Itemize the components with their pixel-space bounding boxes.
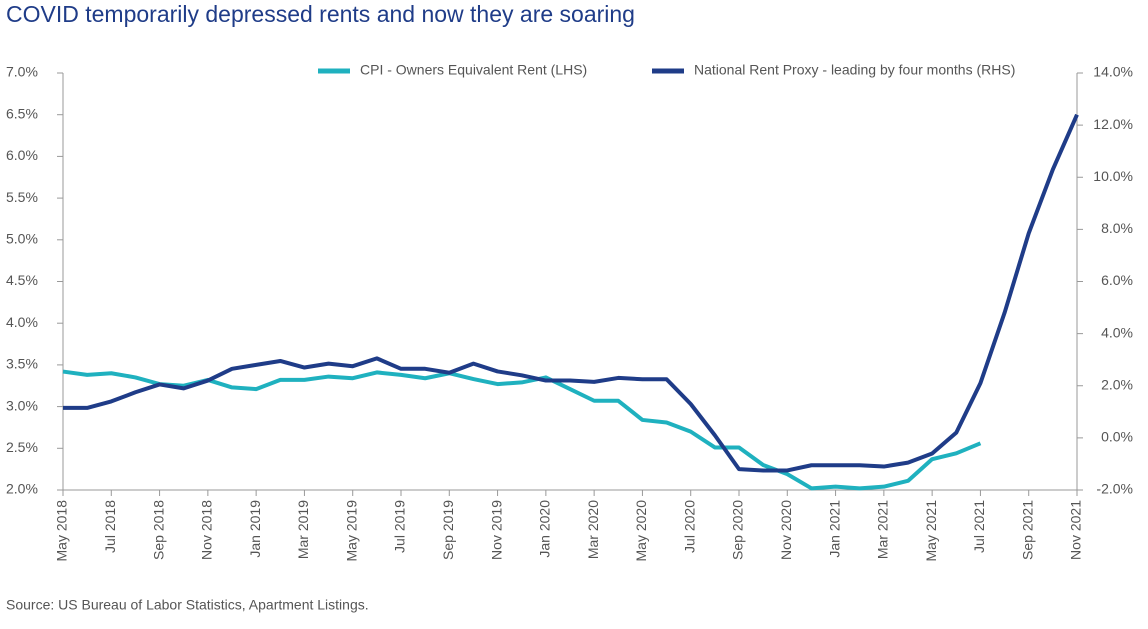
x-tick-label: Nov 2021 <box>1068 500 1084 560</box>
y-tick-label: 4.0% <box>6 314 38 330</box>
x-tick-label: Sep 2021 <box>1019 500 1035 560</box>
x-tick-label: Nov 2020 <box>778 500 794 560</box>
x-tick-label: Jul 2019 <box>392 500 408 553</box>
x-tick-label: May 2020 <box>633 500 649 562</box>
y2-tick-label: 10.0% <box>1093 168 1133 184</box>
y2-tick-label: -2.0% <box>1096 481 1133 497</box>
x-tick-label: Jan 2019 <box>247 500 263 558</box>
chart-title: COVID temporarily depressed rents and no… <box>6 1 635 27</box>
x-tick-label: Mar 2020 <box>585 500 601 559</box>
x-tick-label: Sep 2020 <box>730 500 746 560</box>
x-tick-label: Nov 2018 <box>199 500 215 560</box>
y-tick-label: 4.5% <box>6 272 38 288</box>
y-tick-label: 2.5% <box>6 439 38 455</box>
y2-tick-label: 4.0% <box>1101 324 1133 340</box>
x-tick-label: Jul 2020 <box>681 500 697 553</box>
y2-tick-label: 8.0% <box>1101 220 1133 236</box>
y-tick-label: 3.5% <box>6 356 38 372</box>
y2-tick-label: 2.0% <box>1101 376 1133 392</box>
series-line <box>63 113 1079 473</box>
y-tick-label: 2.0% <box>6 481 38 497</box>
x-tick-label: Jan 2020 <box>537 500 553 558</box>
y2-tick-label: 14.0% <box>1093 64 1133 80</box>
y2-tick-label: 6.0% <box>1101 272 1133 288</box>
x-tick-label: Nov 2019 <box>488 500 504 560</box>
x-tick-label: Jul 2021 <box>971 500 987 553</box>
x-tick-label: May 2018 <box>54 500 70 562</box>
x-tick-label: Jul 2018 <box>102 500 118 553</box>
y2-tick-label: 0.0% <box>1101 429 1133 445</box>
source-note: Source: US Bureau of Labor Statistics, A… <box>6 597 369 613</box>
y-tick-label: 7.0% <box>6 64 38 80</box>
y-tick-label: 3.0% <box>6 397 38 413</box>
x-tick-label: Mar 2021 <box>875 500 891 559</box>
y-tick-label: 5.5% <box>6 189 38 205</box>
x-tick-label: Mar 2019 <box>295 500 311 559</box>
x-tick-label: Jan 2021 <box>826 500 842 558</box>
x-tick-label: Sep 2018 <box>150 500 166 560</box>
y-tick-label: 5.0% <box>6 231 38 247</box>
legend-label: National Rent Proxy - leading by four mo… <box>694 62 1015 78</box>
x-tick-label: May 2019 <box>343 500 359 562</box>
x-tick-label: Sep 2019 <box>440 500 456 560</box>
y-tick-label: 6.5% <box>6 105 38 121</box>
y2-tick-label: 12.0% <box>1093 116 1133 132</box>
series-line <box>62 369 982 491</box>
y-tick-label: 6.0% <box>6 147 38 163</box>
legend-label: CPI - Owners Equivalent Rent (LHS) <box>360 62 587 78</box>
x-tick-label: May 2021 <box>923 500 939 562</box>
